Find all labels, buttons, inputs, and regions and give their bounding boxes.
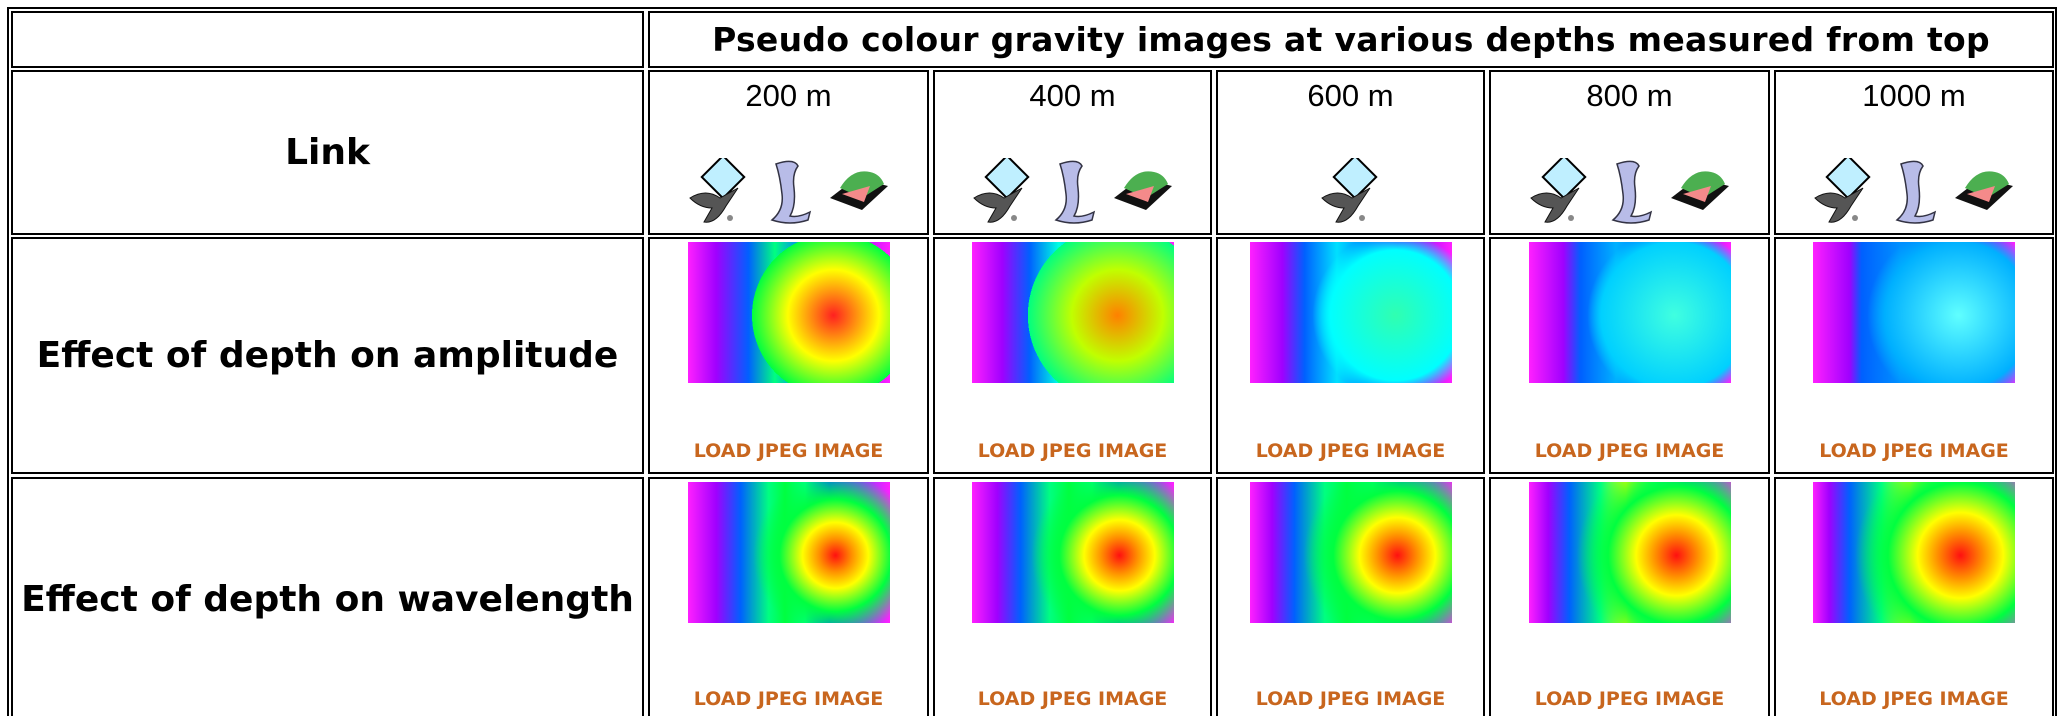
row-label: Effect of depth on amplitude <box>11 237 644 474</box>
load-jpeg-link[interactable]: LOAD JPEG IMAGE <box>1819 688 2009 710</box>
column-heading: 1000 m <box>1862 78 1966 113</box>
link-icon[interactable] <box>1951 158 2017 230</box>
row-label: Link <box>11 70 644 235</box>
gravity-image <box>1813 482 2015 623</box>
image-cell: LOAD JPEG IMAGE <box>648 477 929 716</box>
link-icon[interactable] <box>1605 158 1655 230</box>
link-icon[interactable] <box>826 158 892 230</box>
header-cell: 600 m <box>1216 70 1485 235</box>
link-icon[interactable] <box>1318 154 1384 230</box>
link-icons <box>1218 154 1483 230</box>
column-heading: 800 m <box>1586 78 1673 113</box>
header-cell: 1000 m <box>1774 70 2054 235</box>
gravity-image <box>971 482 1174 623</box>
link-icon[interactable] <box>1889 158 1939 230</box>
load-jpeg-link[interactable]: LOAD JPEG IMAGE <box>1819 440 2009 462</box>
load-jpeg-link[interactable]: LOAD JPEG IMAGE <box>693 440 884 462</box>
link-icons <box>1491 154 1768 230</box>
link-icon[interactable] <box>686 154 752 230</box>
gravity-image <box>1813 242 2015 383</box>
image-cell: LOAD JPEG IMAGE <box>1774 237 2054 474</box>
gravity-image <box>1249 242 1452 383</box>
header-cell: 800 m <box>1489 70 1770 235</box>
link-icon[interactable] <box>1048 158 1098 230</box>
load-jpeg-link[interactable]: LOAD JPEG IMAGE <box>977 440 1168 462</box>
column-heading: 600 m <box>1307 78 1394 113</box>
image-cell: LOAD JPEG IMAGE <box>1489 477 1770 716</box>
load-jpeg-link[interactable]: LOAD JPEG IMAGE <box>1534 440 1725 462</box>
gravity-image <box>1249 482 1452 623</box>
row-label: Effect of depth on wavelength <box>11 477 644 716</box>
image-cell: LOAD JPEG IMAGE <box>933 477 1212 716</box>
load-jpeg-link[interactable]: LOAD JPEG IMAGE <box>1255 688 1446 710</box>
image-cell: LOAD JPEG IMAGE <box>1489 237 1770 474</box>
link-icon[interactable] <box>1527 154 1593 230</box>
gravity-image <box>971 242 1174 383</box>
image-cell: LOAD JPEG IMAGE <box>1774 477 2054 716</box>
link-icon[interactable] <box>1811 154 1877 230</box>
table-title: Pseudo colour gravity images at various … <box>648 11 2054 68</box>
image-cell: LOAD JPEG IMAGE <box>933 237 1212 474</box>
link-icon[interactable] <box>970 154 1036 230</box>
link-icons <box>1776 154 2052 230</box>
link-icon[interactable] <box>1110 158 1176 230</box>
link-icon[interactable] <box>764 158 814 230</box>
load-jpeg-link[interactable]: LOAD JPEG IMAGE <box>977 688 1168 710</box>
column-heading: 200 m <box>745 78 832 113</box>
link-icon[interactable] <box>1667 158 1733 230</box>
empty-corner <box>11 11 644 68</box>
table-border <box>7 7 2057 716</box>
load-jpeg-link[interactable]: LOAD JPEG IMAGE <box>1255 440 1446 462</box>
header-cell: 400 m <box>933 70 1212 235</box>
gravity-image <box>1528 482 1731 623</box>
link-icons <box>935 154 1210 230</box>
gravity-image <box>687 482 890 623</box>
gravity-image <box>1528 242 1731 383</box>
image-cell: LOAD JPEG IMAGE <box>1216 477 1485 716</box>
header-cell: 200 m <box>648 70 929 235</box>
gravity-image <box>687 242 890 383</box>
load-jpeg-link[interactable]: LOAD JPEG IMAGE <box>693 688 884 710</box>
load-jpeg-link[interactable]: LOAD JPEG IMAGE <box>1534 688 1725 710</box>
column-heading: 400 m <box>1029 78 1116 113</box>
image-cell: LOAD JPEG IMAGE <box>648 237 929 474</box>
image-cell: LOAD JPEG IMAGE <box>1216 237 1485 474</box>
link-icons <box>650 154 927 230</box>
